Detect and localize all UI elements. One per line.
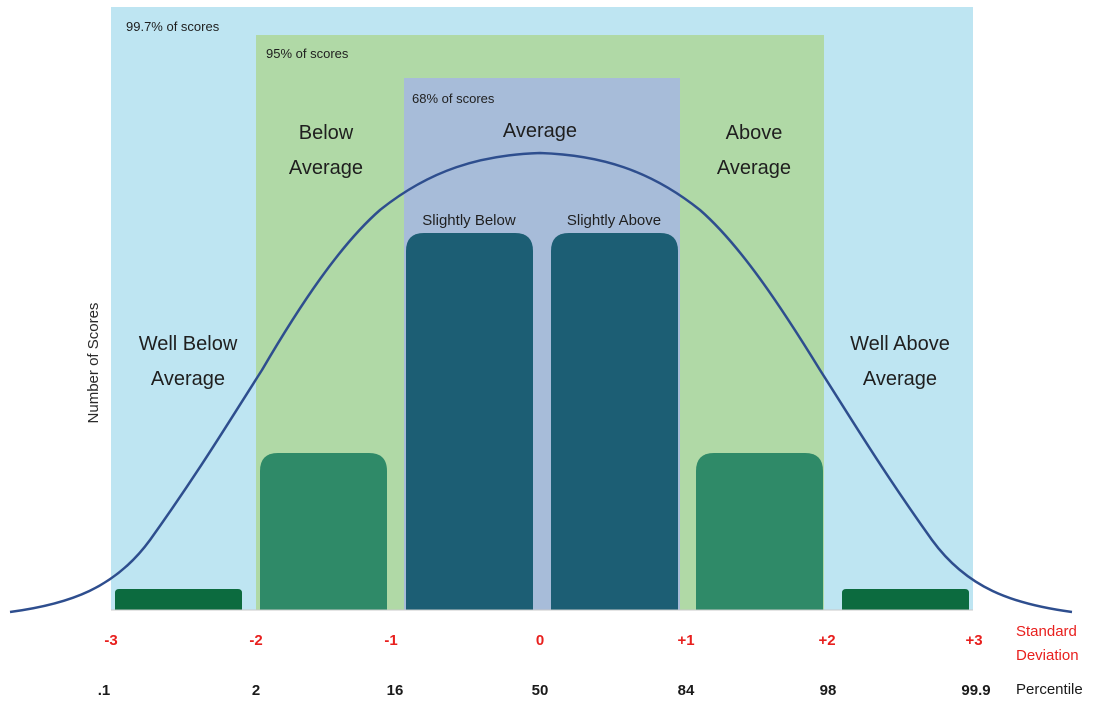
bell-curve [9, 151, 1073, 614]
percentile-tick-label: 99.9 [961, 682, 990, 699]
above-average-label-line-1: Above [726, 122, 783, 144]
band-95-label: 95% of scores [266, 46, 349, 61]
average-label: Average [503, 120, 577, 142]
below-bar [260, 453, 387, 610]
category-bars [115, 233, 969, 610]
standard-deviation-title-line-1: Standard [1016, 623, 1077, 640]
percentile-tick-label: .1 [98, 682, 111, 699]
sd-tick-label: +1 [677, 632, 694, 649]
slightly-above-label: Slightly Above [567, 212, 661, 229]
below-average-label-line-1: Below [299, 122, 354, 144]
well-above-average-label-line-2: Average [863, 368, 937, 390]
percentile-tick-label: 2 [252, 682, 260, 699]
band-99-7-label: 99.7% of scores [126, 19, 220, 34]
well-above-average-label-line-1: Well Above [850, 333, 950, 355]
well-below-bar [115, 589, 242, 610]
well-below-average-label-line-2: Average [151, 368, 225, 390]
well-above-bar [842, 589, 969, 610]
percentile-tick-label: 16 [387, 682, 404, 699]
below-average-label-line-2: Average [289, 157, 363, 179]
sd-tick-label: +3 [965, 632, 982, 649]
sd-tick-label: 0 [536, 632, 544, 649]
percentile-tick-label: 98 [820, 682, 837, 699]
percentile-ticks: .1 2 16 50 84 98 99.9 [98, 682, 991, 699]
standard-deviation-title-line-2: Deviation [1016, 647, 1079, 664]
above-bar [696, 453, 823, 610]
sd-tick-label: -2 [249, 632, 262, 649]
y-axis-label: Number of Scores [85, 303, 102, 424]
sd-tick-label: -3 [104, 632, 117, 649]
percentile-title: Percentile [1016, 681, 1083, 698]
percentile-tick-label: 50 [532, 682, 549, 699]
above-average-label-line-2: Average [717, 157, 791, 179]
slightly-below-label: Slightly Below [422, 212, 516, 229]
sd-tick-label: -1 [384, 632, 397, 649]
percentile-tick-label: 84 [678, 682, 695, 699]
sd-tick-label: +2 [818, 632, 835, 649]
standard-deviation-ticks: -3 -2 -1 0 +1 +2 +3 [104, 632, 982, 649]
slightly-above-bar [551, 233, 678, 610]
slightly-below-bar [406, 233, 533, 610]
band-68-label: 68% of scores [412, 91, 495, 106]
well-below-average-label-line-1: Well Below [139, 333, 238, 355]
